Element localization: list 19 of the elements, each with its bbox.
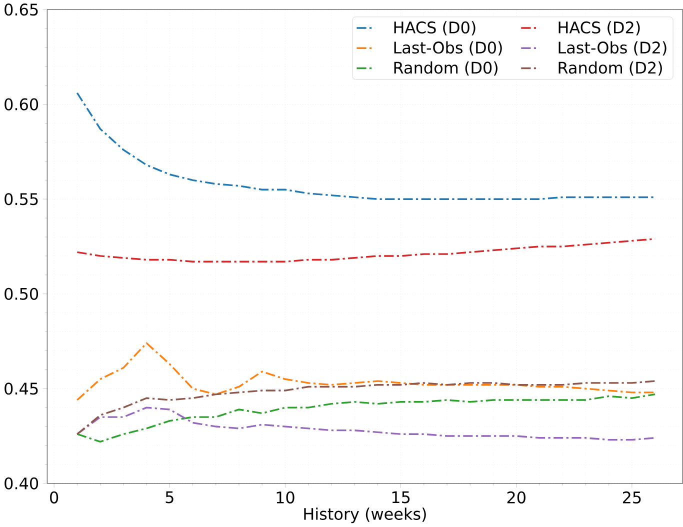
legend-label: HACS (D2)	[558, 21, 640, 36]
x-tick-label: 10	[276, 492, 294, 504]
legend-label: Random (D0)	[394, 62, 498, 76]
y-tick-label: 0.40	[4, 478, 38, 490]
x-tick-label: 20	[507, 492, 526, 504]
y-tick-label: 0.65	[4, 4, 38, 16]
y-tick-label: 0.55	[4, 193, 38, 206]
legend-label: HACS (D0)	[394, 21, 476, 36]
legend-label: Last-Obs (D2)	[558, 41, 666, 56]
legend-label: Random (D2)	[558, 62, 662, 76]
x-tick-label: 5	[166, 492, 174, 504]
legend-label: Last-Obs (D0)	[394, 41, 502, 56]
y-tick-label: 0.45	[4, 382, 38, 395]
y-tick-label: 0.60	[4, 98, 38, 111]
x-tick-label: 0	[50, 492, 58, 504]
x-tick-label: 25	[622, 492, 641, 504]
y-tick-label: 0.50	[4, 288, 38, 300]
x-axis-title: History (weeks)	[304, 508, 426, 524]
x-tick-label: 15	[392, 492, 410, 504]
